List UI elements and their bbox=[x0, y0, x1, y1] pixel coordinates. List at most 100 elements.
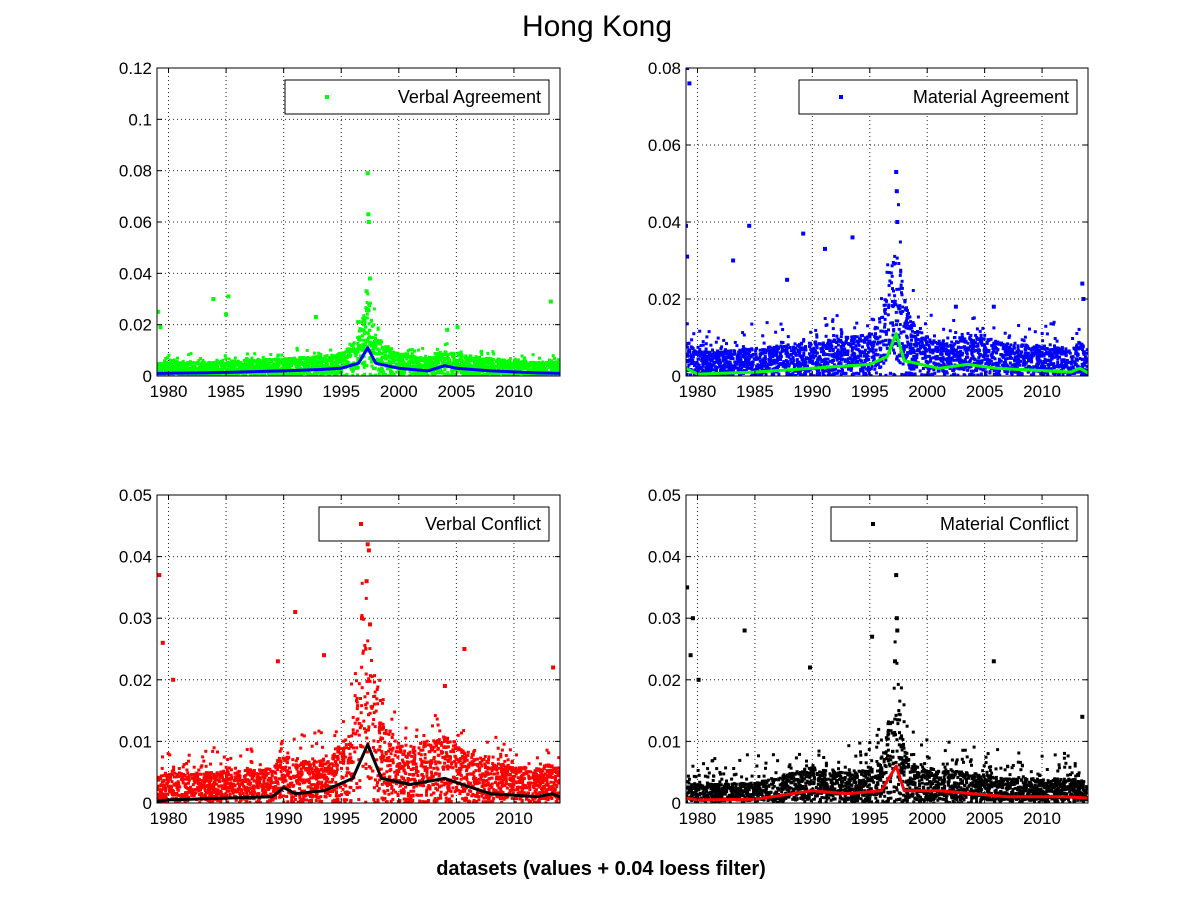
data-point bbox=[328, 365, 332, 369]
data-point bbox=[889, 321, 893, 325]
data-point bbox=[176, 356, 179, 360]
data-point bbox=[902, 373, 906, 376]
data-point bbox=[479, 350, 483, 354]
data-point bbox=[976, 342, 980, 346]
data-point bbox=[1054, 355, 1058, 359]
data-point bbox=[1006, 369, 1010, 373]
data-point bbox=[372, 350, 376, 354]
data-point bbox=[855, 335, 859, 339]
data-point bbox=[932, 339, 936, 343]
data-point bbox=[1041, 361, 1045, 365]
data-point bbox=[1032, 365, 1036, 369]
data-point bbox=[481, 361, 485, 365]
data-point bbox=[933, 355, 937, 359]
data-point bbox=[809, 356, 813, 359]
data-point bbox=[494, 364, 498, 368]
data-point bbox=[368, 356, 372, 360]
data-point bbox=[234, 368, 238, 372]
data-point bbox=[466, 358, 470, 362]
data-point bbox=[855, 347, 859, 351]
data-point bbox=[970, 353, 974, 357]
x-tick-label: 2010 bbox=[495, 382, 533, 401]
data-point bbox=[383, 373, 387, 376]
data-point bbox=[745, 360, 749, 364]
data-point bbox=[852, 351, 856, 355]
data-point bbox=[1012, 363, 1016, 367]
data-point bbox=[806, 357, 810, 361]
data-point bbox=[1015, 355, 1019, 359]
data-point bbox=[996, 374, 1000, 376]
data-point bbox=[905, 309, 909, 312]
data-point bbox=[442, 357, 446, 361]
data-point bbox=[798, 370, 802, 374]
data-point bbox=[294, 358, 298, 362]
data-point bbox=[168, 361, 172, 365]
data-point bbox=[950, 356, 954, 360]
data-point bbox=[167, 366, 171, 370]
data-point bbox=[317, 359, 320, 363]
data-point bbox=[441, 371, 445, 375]
data-point bbox=[1041, 347, 1044, 351]
data-point bbox=[747, 353, 751, 357]
data-point bbox=[927, 346, 931, 350]
data-point bbox=[812, 362, 816, 366]
data-point bbox=[223, 354, 227, 358]
data-point bbox=[904, 326, 908, 330]
data-point bbox=[950, 349, 954, 353]
data-point bbox=[972, 361, 976, 365]
data-point bbox=[910, 348, 914, 352]
data-point bbox=[988, 362, 992, 366]
data-point bbox=[451, 354, 455, 358]
data-point bbox=[1013, 369, 1016, 373]
data-point bbox=[743, 355, 747, 359]
data-point bbox=[1029, 348, 1033, 352]
data-point bbox=[972, 349, 976, 353]
data-point bbox=[388, 349, 392, 353]
data-point bbox=[212, 365, 216, 369]
data-point bbox=[776, 358, 780, 362]
data-point bbox=[970, 351, 974, 355]
data-point bbox=[400, 352, 404, 356]
data-point bbox=[991, 351, 995, 355]
data-point bbox=[821, 371, 825, 375]
data-point bbox=[535, 361, 538, 365]
data-point bbox=[410, 354, 414, 358]
data-point bbox=[714, 340, 718, 344]
data-point bbox=[1038, 359, 1042, 363]
data-point bbox=[874, 364, 878, 368]
data-point bbox=[757, 364, 761, 368]
data-point bbox=[919, 346, 922, 350]
data-point bbox=[814, 343, 818, 347]
data-point bbox=[686, 352, 690, 356]
data-point bbox=[852, 342, 856, 346]
data-point bbox=[686, 345, 689, 349]
data-point bbox=[391, 354, 395, 358]
data-point bbox=[952, 319, 956, 322]
data-point bbox=[709, 343, 713, 347]
data-point bbox=[1079, 346, 1083, 350]
data-point bbox=[731, 364, 735, 368]
data-point bbox=[963, 365, 967, 369]
data-point bbox=[802, 351, 806, 355]
data-point bbox=[374, 338, 378, 342]
data-point bbox=[390, 347, 393, 351]
data-point bbox=[255, 363, 259, 367]
data-point bbox=[980, 337, 984, 341]
data-point bbox=[403, 365, 407, 369]
data-point bbox=[363, 325, 367, 329]
data-point bbox=[729, 349, 733, 353]
data-point bbox=[753, 368, 757, 372]
data-point bbox=[969, 334, 973, 337]
data-point bbox=[780, 349, 784, 353]
data-point bbox=[918, 344, 922, 348]
data-point bbox=[769, 352, 773, 356]
data-point bbox=[909, 351, 913, 355]
data-point bbox=[1021, 363, 1025, 367]
data-point bbox=[1052, 364, 1056, 368]
data-point bbox=[283, 365, 287, 369]
data-point bbox=[312, 360, 316, 364]
data-point bbox=[865, 335, 869, 339]
data-point bbox=[256, 374, 260, 376]
data-point bbox=[332, 369, 336, 372]
data-point bbox=[533, 367, 537, 371]
